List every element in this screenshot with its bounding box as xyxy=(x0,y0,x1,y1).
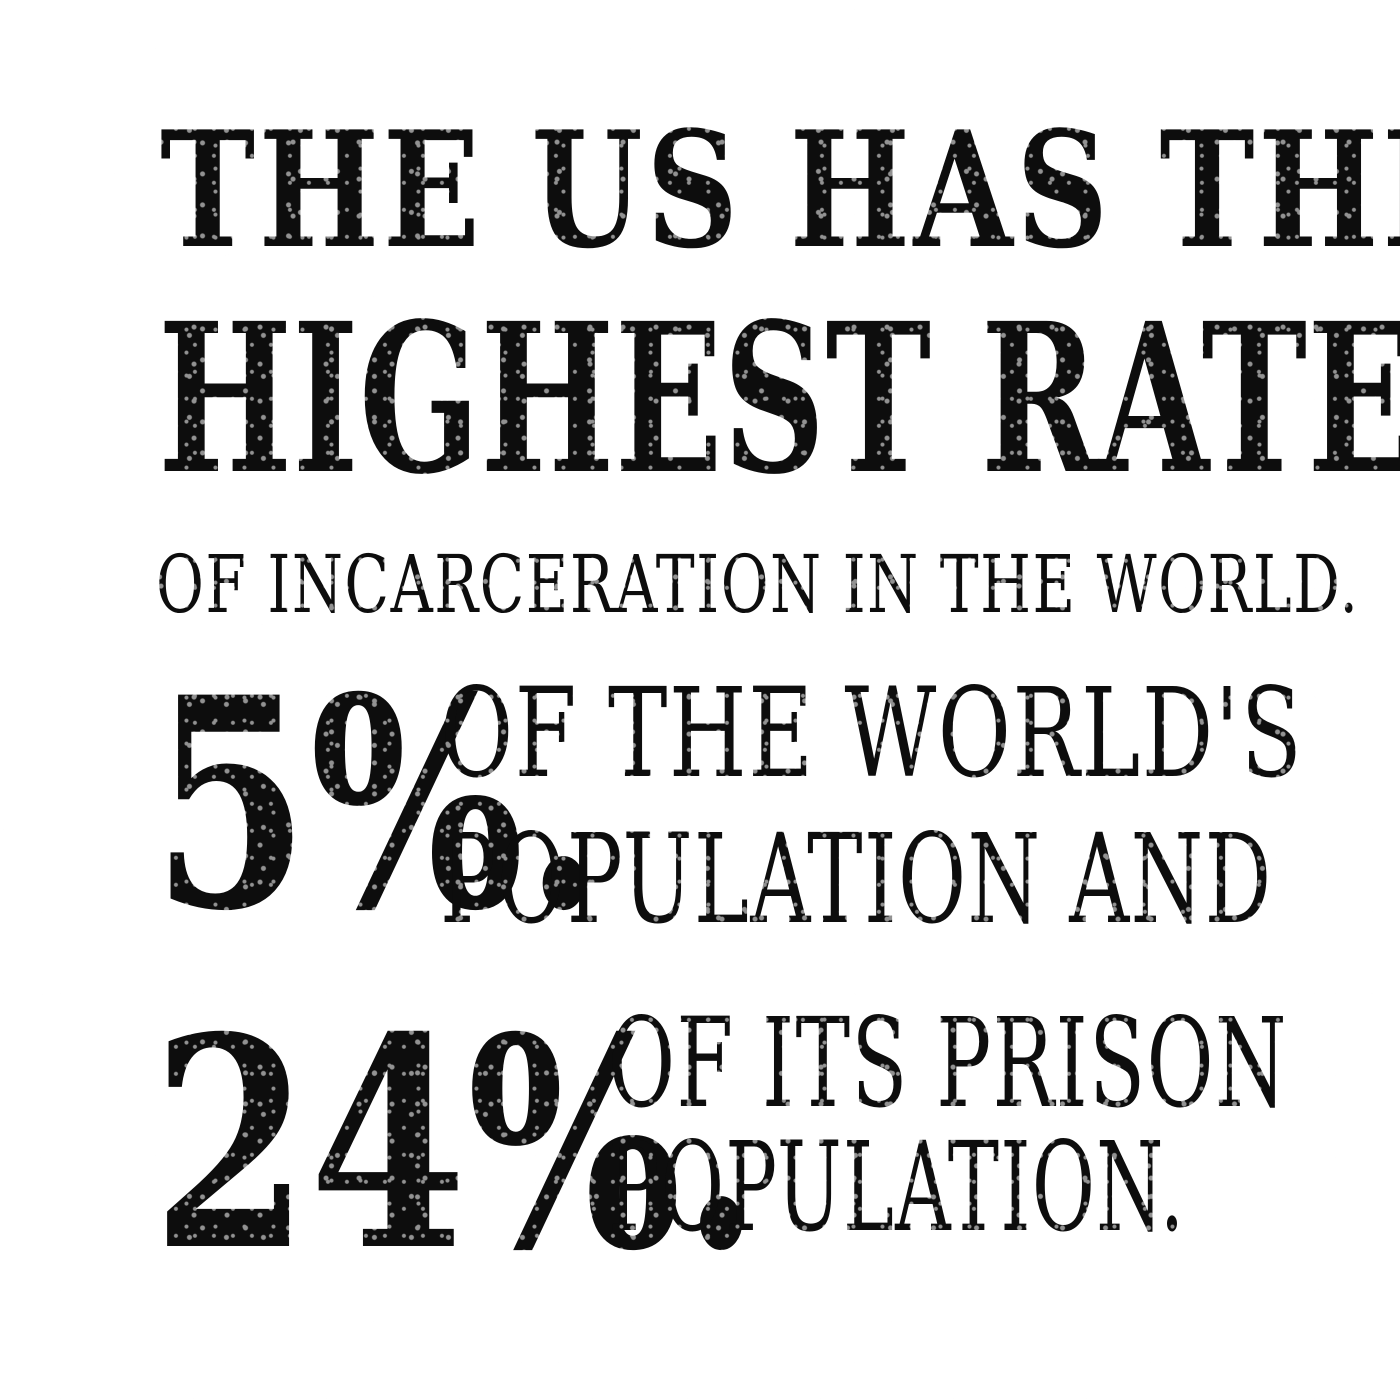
headline-line-2: HIGHEST RATE xyxy=(158,278,1400,520)
headline-line-1: THE US HAS THE xyxy=(160,96,1400,284)
headline-line-3: OF INCARCERATION IN THE WORLD. xyxy=(156,538,1360,631)
stat-text-prison-population-1: OF ITS PRISON xyxy=(608,992,1288,1136)
stat-text-world-population-1: OF THE WORLD'S xyxy=(440,662,1304,806)
stat-text-world-population-2: POPULATION AND xyxy=(440,808,1273,952)
stat-text-prison-population-2: POPULATION. xyxy=(608,1116,1186,1260)
